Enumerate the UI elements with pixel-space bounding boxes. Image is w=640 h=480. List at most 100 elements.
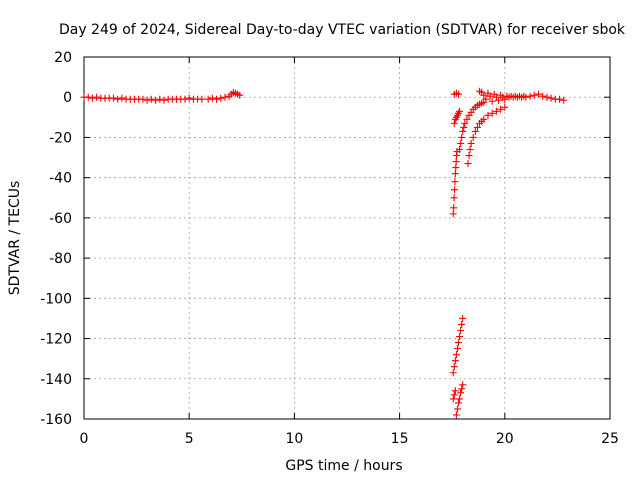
data-point <box>452 351 460 359</box>
data-point <box>466 146 474 154</box>
data-point <box>217 94 225 102</box>
data-point <box>480 115 488 123</box>
data-point <box>109 94 117 102</box>
data-point <box>204 95 212 103</box>
data-point <box>213 95 221 103</box>
data-point <box>463 115 471 123</box>
x-tick-label: 15 <box>391 431 409 447</box>
data-point <box>181 95 189 103</box>
data-point <box>452 411 460 419</box>
data-point <box>488 109 496 117</box>
data-point <box>456 146 464 154</box>
data-point <box>458 385 466 393</box>
data-point <box>459 314 467 322</box>
data-point <box>467 139 475 147</box>
y-tick-label: 20 <box>54 50 72 66</box>
data-point <box>473 123 481 131</box>
data-point <box>488 97 496 105</box>
data-point <box>449 369 457 377</box>
x-tick-label: 5 <box>185 431 194 447</box>
plot-frame <box>83 56 611 420</box>
data-point <box>451 186 459 194</box>
data-point <box>556 95 564 103</box>
data-point <box>456 107 464 115</box>
data-point <box>458 133 466 141</box>
data-point <box>497 105 505 113</box>
grid-lines <box>84 57 610 419</box>
y-tick-label: -60 <box>49 211 72 227</box>
data-point <box>450 363 458 371</box>
data-point <box>449 210 457 218</box>
y-tick-label: 0 <box>63 90 72 106</box>
data-point <box>492 107 500 115</box>
data-point <box>457 327 465 335</box>
y-axis-label: SDTVAR / TECUs <box>7 181 23 296</box>
data-point <box>460 123 468 131</box>
data-point <box>451 387 459 395</box>
data-point <box>160 96 168 104</box>
data-point <box>198 95 206 103</box>
chart-title: Day 249 of 2024, Sidereal Day-to-day VTE… <box>59 22 626 38</box>
data-point <box>453 345 461 353</box>
data-point <box>456 333 464 341</box>
data-point <box>471 127 479 135</box>
data-point <box>543 93 551 101</box>
data-point <box>455 339 463 347</box>
y-tick-label: -80 <box>49 251 72 267</box>
data-point <box>450 204 458 212</box>
data-point <box>147 95 155 103</box>
data-point <box>461 119 469 127</box>
data-point <box>458 320 466 328</box>
data-point <box>452 158 460 166</box>
data-point <box>459 127 467 135</box>
y-tick-label: -140 <box>40 372 72 388</box>
data-point <box>455 90 463 98</box>
data-point <box>185 94 193 102</box>
data-point <box>452 164 460 172</box>
data-point <box>534 90 542 98</box>
data-point <box>526 92 534 100</box>
x-axis-label: GPS time / hours <box>285 458 402 474</box>
y-tick-label: -20 <box>49 130 72 146</box>
data-point <box>208 94 216 102</box>
data-point <box>530 91 538 99</box>
data-point <box>457 389 465 397</box>
data-point <box>139 95 147 103</box>
data-point <box>152 96 160 104</box>
y-tick-label: -120 <box>40 332 72 348</box>
data-point <box>450 119 458 127</box>
data-point <box>480 91 488 99</box>
data-point <box>484 111 492 119</box>
data-point <box>143 96 151 104</box>
data-point <box>547 94 555 102</box>
data-points <box>80 87 568 419</box>
data-point <box>456 395 464 403</box>
y-tick-label: -160 <box>40 412 72 428</box>
data-point <box>560 96 568 104</box>
data-point <box>459 381 467 389</box>
x-tick-label: 10 <box>285 431 303 447</box>
data-point <box>84 93 92 101</box>
data-point <box>494 96 502 104</box>
data-point <box>221 93 229 101</box>
axis-ticks: 0 5 10 15 20 25 20 0 -20 -40 -60 -80 -100 -120 -140 -16… <box>40 50 619 447</box>
y-tick-label: -100 <box>40 291 72 307</box>
data-point <box>451 357 459 365</box>
x-tick-label: 20 <box>496 431 514 447</box>
data-point <box>118 94 126 102</box>
data-point <box>457 139 465 147</box>
data-point <box>465 152 473 160</box>
data-point <box>156 95 164 103</box>
data-point <box>450 194 458 202</box>
data-point <box>88 94 96 102</box>
data-point <box>236 91 244 99</box>
data-point <box>93 93 101 101</box>
data-point <box>486 92 494 100</box>
data-point <box>464 160 472 168</box>
y-tick-label: -40 <box>49 171 72 187</box>
data-point <box>455 399 463 407</box>
data-point <box>501 103 509 111</box>
data-point <box>539 92 547 100</box>
data-point <box>114 95 122 103</box>
